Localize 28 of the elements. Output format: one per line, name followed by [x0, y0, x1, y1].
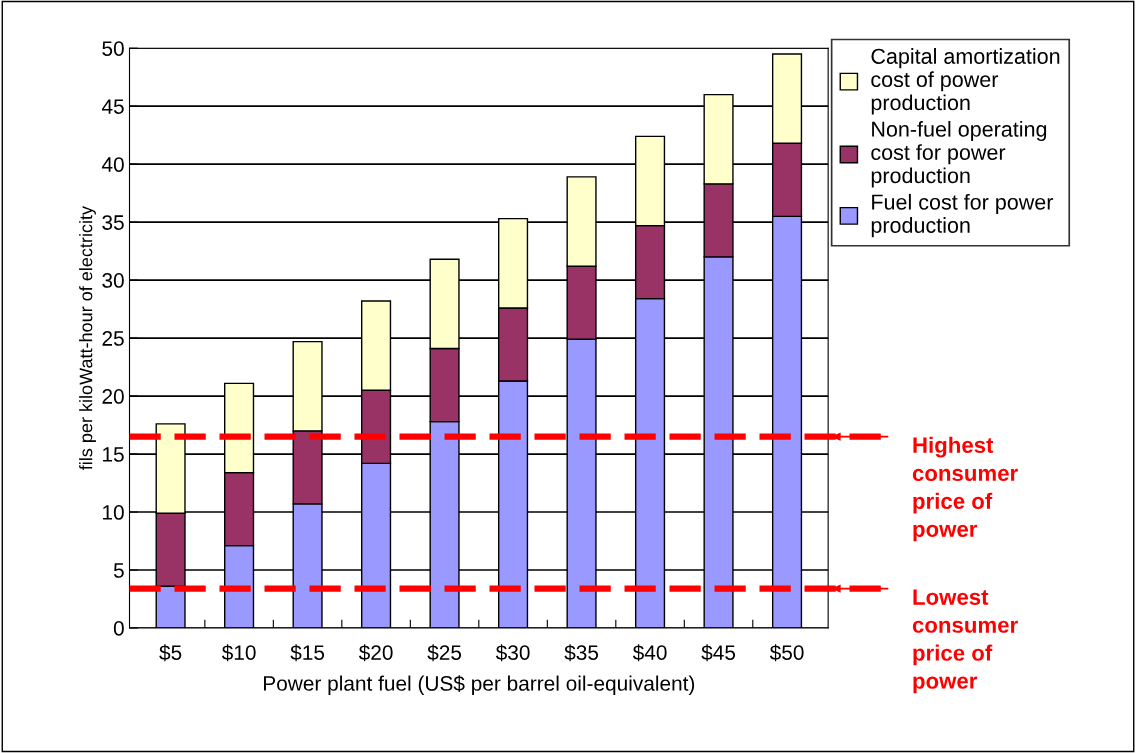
legend-label: Non-fuel operating cost for power production: [871, 121, 1047, 188]
y-tick-label: 45: [101, 99, 124, 114]
legend-label: Fuel cost for power production: [871, 193, 1054, 238]
x-tick-label: $10: [221, 644, 256, 662]
x-tick-label: $5: [159, 644, 182, 662]
x-axis-title: Power plant fuel (US$ per barrel oil-equivalent): [264, 675, 695, 695]
y-tick-label: 30: [102, 273, 124, 288]
x-tick-label: $15: [290, 644, 325, 662]
x-tick-label: $50: [769, 644, 804, 662]
y-tick-label: 0: [113, 621, 124, 636]
y-tick-label: 35: [102, 215, 124, 230]
y-axis-title: fils per kiloWatt-hour of electricity: [79, 206, 96, 470]
x-tick-label: $20: [358, 644, 393, 662]
legend-label: Capital amortization cost of power production: [871, 48, 1060, 115]
y-tick-label: 5: [113, 563, 124, 578]
y-tick-label: 40: [101, 157, 124, 172]
y-tick-label: 50: [102, 41, 124, 56]
y-tick-label: 20: [102, 389, 124, 404]
x-tick-label: $40: [632, 644, 667, 662]
x-tick-label: $45: [701, 644, 736, 662]
y-tick-label: 10: [103, 505, 124, 520]
x-tick-label: $35: [564, 644, 599, 662]
x-tick-label: $30: [495, 644, 530, 662]
y-tick-label: 15: [103, 447, 124, 462]
x-tick-label: $25: [427, 644, 462, 662]
legend-label: Lowest consumer price of power: [912, 589, 1018, 694]
legend-label: Highest consumer price of power: [912, 436, 1018, 542]
y-tick-label: 25: [102, 331, 124, 346]
